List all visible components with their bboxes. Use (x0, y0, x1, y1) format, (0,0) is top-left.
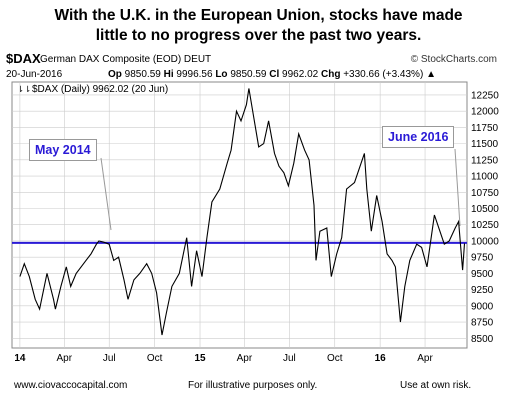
high-value: 9996.56 (176, 69, 213, 80)
y-tick-label: 10500 (471, 204, 499, 215)
y-tick-label: 9250 (471, 285, 494, 296)
y-tick-label: 9750 (471, 253, 494, 264)
callout-may-2014: May 2014 (29, 139, 97, 161)
x-tick-label: Jul (103, 353, 116, 364)
y-tick-label: 11000 (471, 172, 499, 183)
vertical-gridlines (19, 82, 426, 348)
legend: ⇂⇂ $DAX (Daily) 9962.02 (20 Jun) (17, 84, 168, 95)
y-tick-label: 10250 (471, 220, 499, 231)
open-value: 9850.59 (124, 69, 161, 80)
headline-line-1: With the U.K. in the European Union, sto… (54, 7, 463, 24)
y-tick-label: 9000 (471, 301, 494, 312)
legend-label: $DAX (Daily) 9962.02 (20 Jun) (32, 84, 168, 95)
ticker-symbol: $DAX (6, 51, 41, 66)
y-tick-label: 11250 (471, 155, 499, 166)
y-tick-label: 8500 (471, 334, 494, 345)
high-label: Hi (163, 69, 174, 80)
x-tick-label: Apr (237, 353, 253, 364)
y-tick-label: 9500 (471, 269, 494, 280)
close-value: 9962.02 (282, 69, 319, 80)
quote-date: 20-Jun-2016 (6, 69, 63, 80)
x-tick-label: 16 (375, 353, 387, 364)
y-tick-label: 11750 (471, 123, 499, 134)
change-value: +330.66 (+3.43%) (343, 69, 424, 80)
x-tick-label: 15 (194, 353, 206, 364)
footer-risk-notice: Use at own risk. (400, 380, 472, 391)
ticker-description: German DAX Composite (EOD) DEUT (40, 54, 212, 65)
legend-icon: ⇂⇂ (17, 84, 31, 94)
x-tick-label: Jul (283, 353, 296, 364)
x-tick-label: Oct (327, 353, 343, 364)
copyright-notice: © StockCharts.com (410, 54, 497, 65)
y-tick-label: 10000 (471, 236, 499, 247)
callout-pointer-may-2014 (100, 157, 112, 231)
x-axis-tick-labels: 14 Apr Jul Oct 15 Apr Jul Oct 16 Apr (14, 353, 433, 364)
footer-website: www.ciovaccocapital.com (14, 380, 128, 391)
y-tick-label: 12250 (471, 90, 499, 101)
callout-pointer-june-2016 (454, 148, 461, 227)
low-label: Lo (215, 69, 228, 80)
y-tick-label: 12000 (471, 107, 499, 118)
close-label: Cl (269, 69, 280, 80)
y-tick-label: 11500 (471, 139, 499, 150)
footer-disclaimer: For illustrative purposes only. (188, 380, 318, 391)
ohlc-readout: Op 9850.59 Hi 9996.56 Lo 9850.59 Cl 9962… (108, 69, 436, 80)
open-label: Op (108, 69, 122, 80)
y-axis-tick-labels: 8500 8750 9000 9250 9500 9750 10000 10250 10500 1… (471, 90, 499, 344)
plot-frame (11, 81, 468, 349)
x-tick-label: Apr (57, 353, 73, 364)
horizontal-gridlines (12, 94, 467, 339)
low-value: 9850.59 (230, 69, 267, 80)
series-line-dax (19, 88, 466, 336)
change-up-icon: ▲ (426, 69, 436, 80)
y-tick-label: 8750 (471, 318, 494, 329)
x-tick-label: 14 (14, 353, 26, 364)
y-tick-label: 10750 (471, 188, 499, 199)
callout-june-2016: June 2016 (382, 126, 455, 148)
x-tick-label: Oct (147, 353, 163, 364)
chart-headline: With the U.K. in the European Union, sto… (0, 6, 517, 46)
headline-line-2: little to no progress over the past two … (95, 27, 422, 44)
x-tick-label: Apr (417, 353, 433, 364)
change-label: Chg (320, 69, 341, 80)
